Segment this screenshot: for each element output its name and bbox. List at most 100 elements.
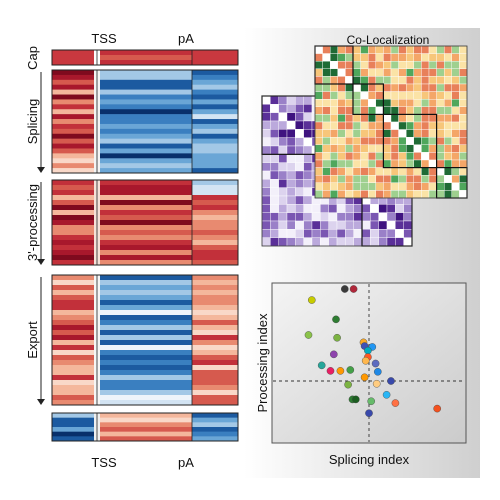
heatmap-cell [100,431,192,437]
coloc-cell [360,129,369,138]
coloc-cell [390,129,399,138]
coloc-cell [444,129,453,138]
coloc-cell [378,212,388,222]
heatmap-cell [192,123,238,130]
coloc-cell [286,145,296,155]
coloc-cell [390,53,399,62]
scatter-point [307,296,316,304]
coloc-cell [421,136,430,145]
coloc-cell [375,144,384,153]
coloc-cell [383,106,392,115]
heatmap-cell [100,89,192,95]
heatmap-cell [52,225,94,231]
coloc-cell [398,61,407,70]
heatmap-cell [100,375,192,381]
coloc-cell [451,68,460,77]
coloc-cell [406,68,415,77]
coloc-cell [436,83,445,92]
coloc-cell [322,144,331,153]
coloc-cell [261,162,271,172]
coloc-cell [328,204,338,213]
coloc-cell [406,159,415,168]
coloc-cell [375,45,384,54]
coloc-cell [428,136,437,145]
heatmap-cell [192,390,238,396]
coloc-cell [330,144,339,153]
coloc-cell [428,129,437,138]
heatmap-cell [192,250,238,256]
coloc-cell [370,212,379,222]
coloc-cell [322,182,331,191]
coloc-cell [436,76,445,85]
heatmap-cell [52,417,94,423]
coloc-cell [322,167,331,176]
coloc-cell [322,129,331,138]
coloc-cell [398,106,407,115]
heatmap-cell [52,158,94,164]
heatmap-cell [52,133,94,139]
heatmap-cell [52,320,94,326]
heatmap-cell [192,290,238,296]
coloc-cell [330,136,339,145]
heatmap-cell [192,260,238,266]
heatmap-cell [52,390,94,396]
heatmap-cell [52,355,94,361]
coloc-cell [286,229,296,238]
heatmap-cell [192,255,238,261]
coloc-cell [436,136,445,145]
group-label-splicing: Splicing [25,99,40,145]
heatmap-cell [100,230,192,236]
coloc-cell [403,204,413,213]
heatmap-cell [100,200,192,206]
coloc-cell [413,53,422,62]
coloc-cell [303,129,313,138]
coloc-cell [337,114,346,123]
heatmap-cell [100,60,192,66]
heatmap-cell [100,190,192,196]
coloc-cell [303,195,313,205]
scatter-point [367,397,376,406]
coloc-cell [370,204,379,213]
coloc-cell [345,229,354,238]
heatmap-cell [192,427,238,432]
group-arrow-processing [37,182,45,265]
coloc-cell [337,98,346,107]
heatmap-cell [52,305,94,311]
coloc-cell [352,159,361,168]
coloc-cell [330,167,339,176]
coloc-cell [390,152,399,161]
coloc-cell [459,129,468,138]
heatmap-cell [52,153,94,159]
coloc-cell [278,170,288,180]
coloc-cell [295,195,304,205]
coloc-cell [390,174,399,183]
coloc-cell [444,182,453,191]
coloc-cell [436,106,445,115]
coloc-cell [314,114,323,123]
coloc-cell [322,61,331,70]
coloc-cell [360,53,369,62]
coloc-cell [361,220,371,230]
heatmap-cell [100,395,192,401]
heatmap-block-splicing [51,69,239,174]
heatmap-cell [192,168,238,174]
coloc-cell [368,106,377,115]
coloc-cell [270,187,279,197]
heatmap-cell [52,370,94,376]
coloc-cell [295,237,304,247]
coloc-cell [398,98,407,107]
heatmap-cell [192,436,238,442]
group-label-cap: Cap [25,46,40,70]
heatmap-cell [100,413,192,418]
heatmap-cell [52,70,94,76]
coloc-cell [261,112,271,122]
heatmap-cell [192,133,238,139]
heatmap-panel [51,49,239,442]
coloc-cell [451,190,460,199]
coloc-cell [303,104,313,113]
coloc-cell [360,61,369,70]
coloc-cell [314,106,323,115]
coloc-cell [336,220,346,230]
coloc-cell [459,144,468,153]
coloc-cell [352,136,361,145]
